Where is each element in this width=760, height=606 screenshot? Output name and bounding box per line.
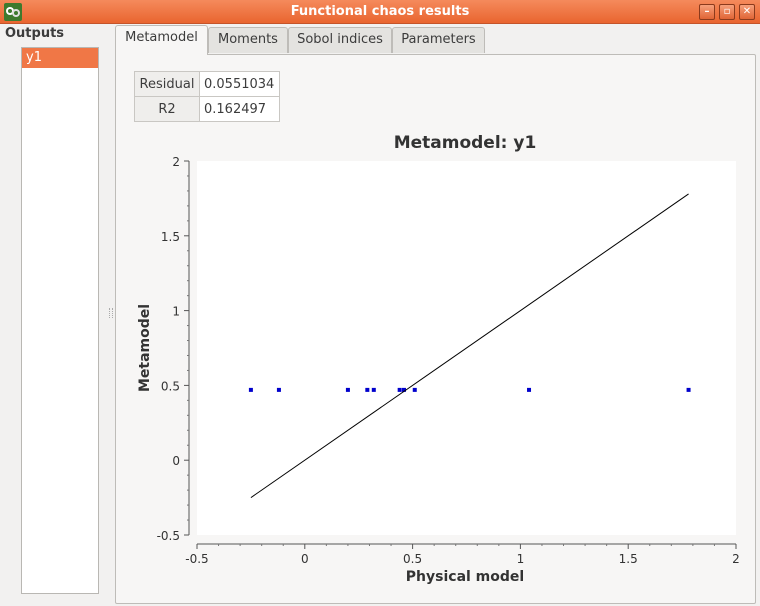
tab-moments[interactable]: Moments (208, 27, 288, 53)
tab-parameters[interactable]: Parameters (392, 27, 485, 53)
window-title: Functional chaos results (290, 4, 470, 19)
tab-metamodel[interactable]: Metamodel (115, 25, 208, 55)
app-logo-icon (4, 3, 22, 21)
stats-table: Residual 0.0551034 R2 0.162497 (134, 71, 280, 122)
tab-sobol-indices[interactable]: Sobol indices (288, 27, 392, 53)
stats-row-residual: Residual 0.0551034 (134, 71, 280, 97)
residual-value: 0.0551034 (199, 71, 280, 97)
close-button[interactable]: ✕ (739, 4, 755, 20)
stats-row-r2: R2 0.162497 (134, 96, 280, 122)
tab-pane-metamodel (115, 54, 756, 604)
r2-value: 0.162497 (199, 96, 280, 122)
outputs-list[interactable]: y1 (21, 47, 99, 594)
residual-label: Residual (134, 71, 200, 97)
title-bar: Functional chaos results – ▫ ✕ (0, 0, 760, 24)
outputs-label: Outputs (5, 26, 65, 41)
splitter-handle[interactable] (109, 308, 113, 318)
outputs-item-y1[interactable]: y1 (22, 48, 98, 68)
maximize-button[interactable]: ▫ (719, 4, 735, 20)
r2-label: R2 (134, 96, 200, 122)
minimize-button[interactable]: – (699, 4, 715, 20)
